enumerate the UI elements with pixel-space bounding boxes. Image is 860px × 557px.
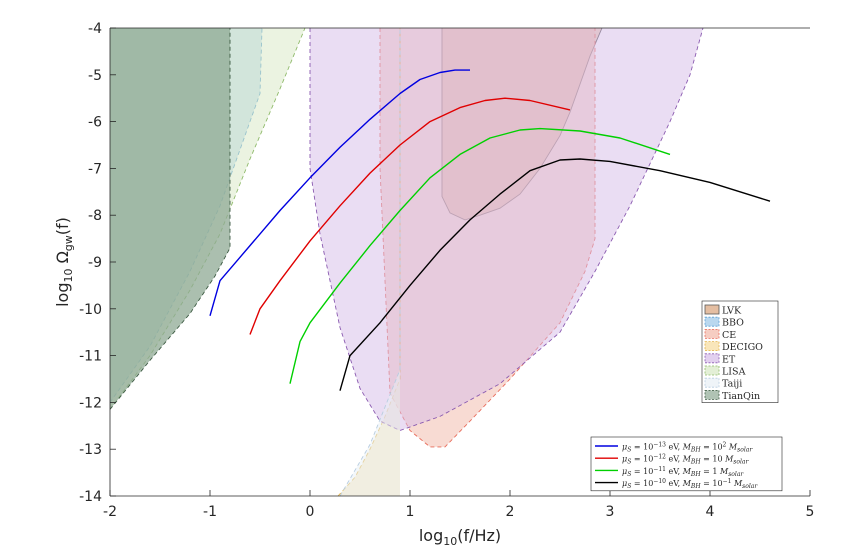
legend-label-et: ET bbox=[722, 354, 736, 365]
legend-label-ce: CE bbox=[722, 330, 736, 341]
series-legend-label-2: μS = 10−12 eV, MBH = 10 Msolar bbox=[622, 454, 749, 466]
legend-label-decigo: DECIGO bbox=[722, 342, 763, 353]
legend-swatch-lvk bbox=[704, 304, 720, 315]
y-tick-label: -9 bbox=[88, 255, 102, 271]
legend-swatch-bbo bbox=[704, 316, 720, 327]
legend-swatch-et bbox=[704, 353, 720, 364]
y-tick-label: -5 bbox=[88, 68, 102, 84]
x-tick-label: -2 bbox=[103, 504, 117, 520]
x-axis-label: log10(f/Hz) bbox=[419, 526, 501, 548]
y-tick-label: -14 bbox=[79, 489, 102, 505]
x-tick-label: 3 bbox=[606, 504, 615, 520]
series-legend-label-4: μS = 10−10 eV, MBH = 10−1 Msolar bbox=[622, 478, 758, 490]
y-tick-label: -10 bbox=[79, 302, 102, 318]
region-et bbox=[310, 28, 703, 431]
x-tick-label: 4 bbox=[706, 504, 715, 520]
region-boundary-lisa bbox=[110, 28, 306, 410]
tick-labels: -2 -1 0 1 2 3 4 5-4-5-6-7-8-9-10-11-12-13-14 bbox=[79, 21, 814, 520]
series-line-3 bbox=[289, 127, 671, 384]
legend-label-lisa: LISA bbox=[722, 367, 746, 378]
region-boundary-et bbox=[309, 28, 704, 431]
y-tick-label: -4 bbox=[88, 21, 102, 37]
series-line-4 bbox=[339, 158, 771, 391]
y-tick-label: -6 bbox=[88, 115, 102, 131]
x-tick-label: 1 bbox=[406, 504, 415, 520]
legend-label-bbo: BBO bbox=[722, 318, 744, 329]
series-line-2 bbox=[249, 97, 571, 335]
legend-swatch-lisa bbox=[704, 365, 720, 376]
region-tianqin bbox=[110, 28, 230, 496]
legend-swatch-decigo bbox=[704, 341, 720, 352]
y-tick-label: -11 bbox=[79, 349, 102, 365]
legend-label-taiji: Taiji bbox=[722, 379, 742, 390]
legend-label-tianqin: TianQin bbox=[722, 391, 760, 402]
series-legend-label-1: μS = 10−13 eV, MBH = 102 Msolar bbox=[622, 442, 753, 454]
series-legend-box bbox=[590, 436, 783, 492]
y-tick-label: -8 bbox=[88, 208, 102, 224]
y-tick-label: -12 bbox=[79, 395, 102, 411]
legend-swatch-taiji bbox=[704, 377, 720, 388]
x-tick-label: 5 bbox=[806, 504, 815, 520]
x-tick-label: 0 bbox=[306, 504, 315, 520]
axes bbox=[109, 27, 811, 497]
y-axis-label: log10 Ωgw(f) bbox=[53, 217, 75, 307]
y-tick-label: -13 bbox=[79, 442, 102, 458]
series-line-1 bbox=[209, 69, 470, 316]
region-taiji bbox=[340, 28, 400, 496]
region-boundary-taiji bbox=[339, 28, 401, 496]
y-tick-label: -7 bbox=[88, 161, 102, 177]
x-tick-label: 2 bbox=[506, 504, 515, 520]
legend-swatch-ce bbox=[704, 328, 720, 339]
detector-regions bbox=[110, 28, 704, 496]
legend-label-lvk: LVK bbox=[722, 306, 742, 317]
region-boundary-tianqin bbox=[110, 28, 231, 410]
x-tick-label: -1 bbox=[203, 504, 217, 520]
series-legend-label-3: μS = 10−11 eV, MBH = 1 Msolar bbox=[622, 466, 744, 478]
legend-swatch-tianqin bbox=[704, 389, 720, 400]
series-lines bbox=[209, 69, 771, 391]
